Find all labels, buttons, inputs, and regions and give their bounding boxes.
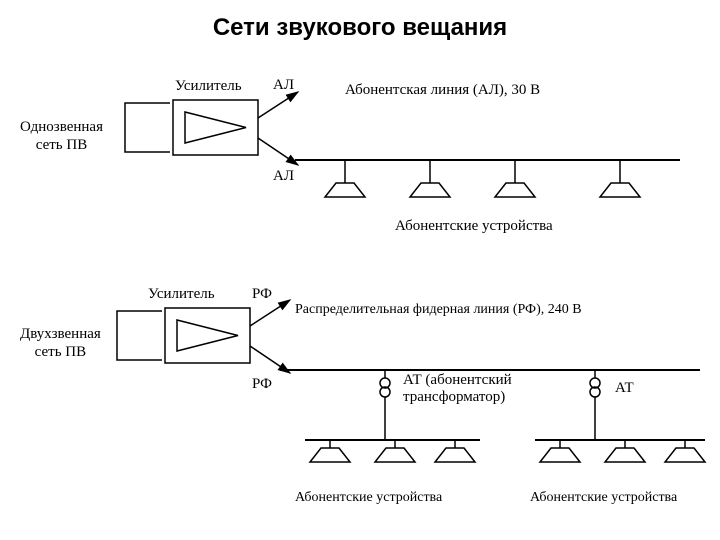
at2-label: АТ	[615, 380, 634, 397]
devices1-label: Абонентские устройства	[395, 218, 553, 235]
rf-bot-label: РФ	[252, 376, 272, 393]
amp2-label: Усилитель	[148, 286, 215, 303]
net2-label: Двухзвенная сеть ПВ	[20, 325, 101, 361]
diagram-svg	[0, 0, 720, 540]
devices2a-label: Абонентские устройства	[295, 490, 442, 506]
at1-label: АТ (абонентский трансформатор)	[403, 372, 512, 407]
amp1-label: Усилитель	[175, 78, 242, 95]
devices2b-label: Абонентские устройства	[530, 490, 677, 506]
al-top-label: АЛ	[273, 77, 294, 94]
net2-label-text: Двухзвенная сеть ПВ	[20, 326, 101, 360]
net1-label: Однозвенная сеть ПВ	[20, 118, 103, 154]
rf-top-label: РФ	[252, 286, 272, 303]
at1-label-text: АТ (абонентский трансформатор)	[403, 372, 512, 405]
net1-label-text: Однозвенная сеть ПВ	[20, 119, 103, 153]
al-bot-label: АЛ	[273, 168, 294, 185]
line1-label: Абонентская линия (АЛ), 30 В	[345, 82, 540, 99]
line2-label: Распределительная фидерная линия (РФ), 2…	[295, 302, 582, 318]
